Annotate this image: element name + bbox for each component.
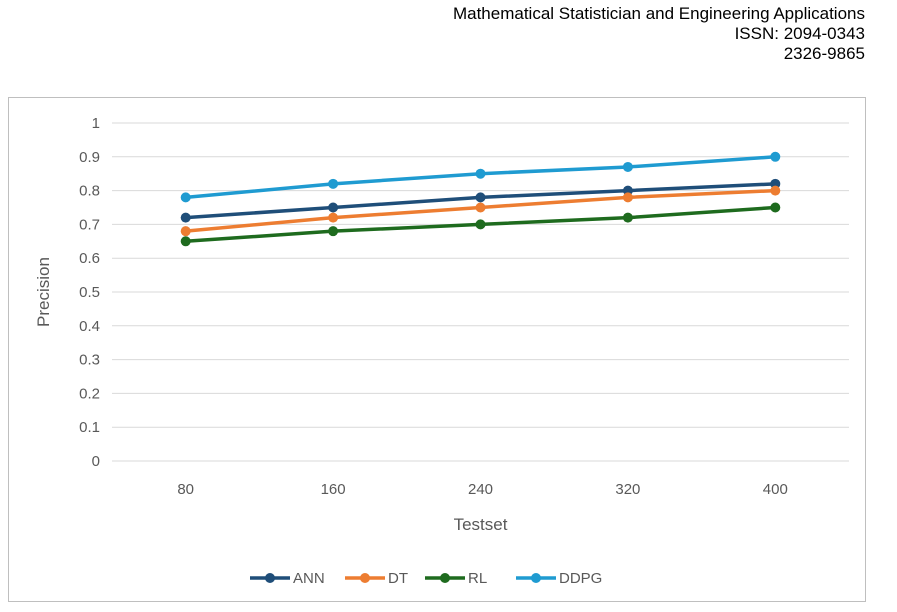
x-tick-label: 160 [321,481,346,498]
y-tick-label: 0 [92,453,100,470]
series-rl [180,202,781,247]
data-point [622,212,633,223]
series-lines [180,151,781,247]
data-point [180,212,191,223]
data-point [770,185,781,196]
y-axis-label: Precision [34,257,53,327]
legend-swatch-marker [265,573,275,583]
journal-header: Mathematical Statistician and Engineerin… [453,4,865,64]
data-point [475,192,486,203]
y-tick-label: 0.2 [79,385,100,402]
legend-item-rl: RL [425,570,487,587]
data-point [328,226,339,237]
y-axis-ticks: 0 0.1 0.2 0.3 0.4 0.5 0.6 0.7 0.8 0.9 1 [79,115,100,470]
legend-swatch-marker [360,573,370,583]
data-point [770,151,781,162]
series-ddpg [180,151,781,203]
chart-frame [8,97,866,602]
x-tick-label: 240 [468,481,493,498]
x-tick-label: 80 [177,481,194,498]
x-axis-label: Testset [454,515,508,534]
legend-item-dt: DT [345,570,408,587]
legend-swatch-marker [440,573,450,583]
y-tick-label: 0.8 [79,183,100,200]
legend-swatch-marker [531,573,541,583]
data-point [180,192,191,203]
data-point [622,192,633,203]
y-tick-label: 0.4 [79,318,100,335]
y-tick-label: 0.1 [79,419,100,436]
y-tick-label: 1 [92,115,100,132]
y-tick-label: 0.5 [79,284,100,301]
legend-label: RL [468,570,487,587]
journal-issn: ISSN: 2094-0343 [734,24,865,43]
x-tick-label: 320 [615,481,640,498]
data-point [475,168,486,179]
legend: ANN DT RL DDPG [250,570,602,587]
series-dt [180,185,781,237]
legend-item-ann: ANN [250,570,325,587]
data-point [328,212,339,223]
data-point [180,226,191,237]
data-point [770,202,781,213]
series-ann [180,178,781,223]
y-tick-label: 0.9 [79,149,100,166]
x-axis-ticks: 80 160 240 320 400 [177,481,787,498]
data-point [180,236,191,247]
legend-label: DDPG [559,570,602,587]
journal-title: Mathematical Statistician and Engineerin… [452,4,865,23]
y-tick-label: 0.7 [79,216,100,233]
legend-item-ddpg: DDPG [516,570,602,587]
grid-lines [112,122,849,462]
data-point [328,202,339,213]
y-tick-label: 0.3 [79,352,100,369]
x-tick-label: 400 [763,481,788,498]
y-tick-label: 0.6 [79,250,100,267]
legend-label: ANN [293,570,325,587]
data-point [475,219,486,230]
journal-eissn: 2326-9865 [783,44,865,63]
data-point [622,161,633,172]
legend-label: DT [388,570,408,587]
data-point [328,178,339,189]
data-point [475,202,486,213]
